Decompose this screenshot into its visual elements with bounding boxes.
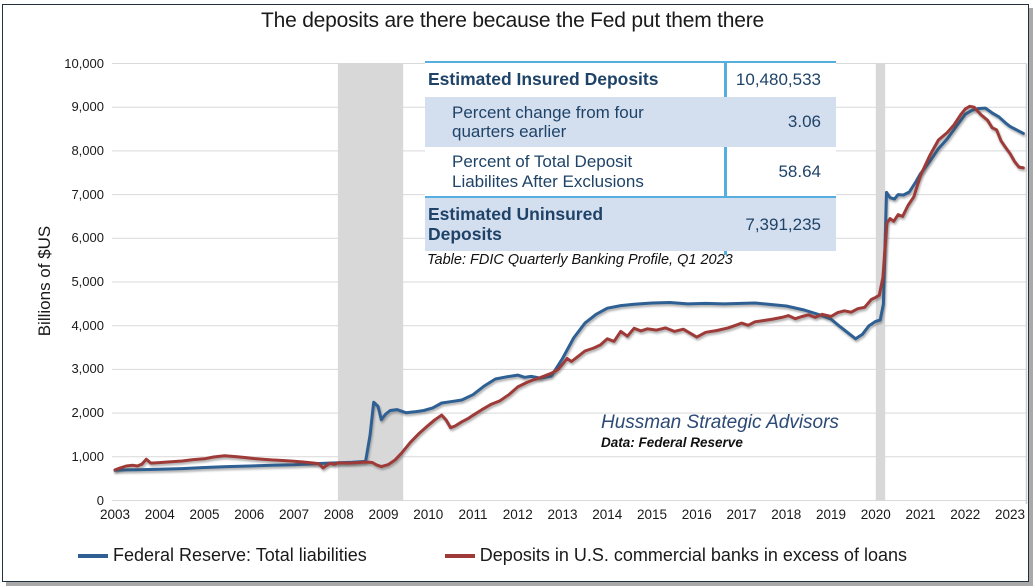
source-annotation: Hussman Strategic Advisors Data: Federal… [601,412,839,450]
x-tick-label: 2018 [771,507,802,522]
y-tick-label: 0 [96,492,104,508]
y-tick-label: 4,000 [71,317,104,333]
y-tick-label: 5,000 [71,274,104,289]
table-row: Estimated Insured Deposits 10,480,533 [425,63,836,97]
table-row-value: 3.06 [787,112,821,131]
table-row-label: Estimated Insured Deposits [428,69,659,90]
source-name: Hussman Strategic Advisors [601,412,839,433]
x-tick-label: 2006 [234,507,265,522]
x-tick-label: 2004 [144,507,175,522]
x-tick-label: 2021 [905,507,936,522]
table-column-divider [724,63,727,255]
y-tick-label: 10,000 [64,55,104,71]
table-caption: Table: FDIC Quarterly Banking Profile, Q… [427,252,733,268]
data-source: Data: Federal Reserve [601,435,743,450]
table-row-value: 58.64 [778,161,821,181]
x-tick-label: 2013 [547,507,578,522]
table-row-label: Estimated Uninsured Deposits [428,203,604,244]
x-tick-label: 2023 [994,507,1026,522]
x-tick-label: 2015 [636,507,668,522]
legend-label: Deposits in U.S. commercial banks in exc… [479,545,907,565]
x-tick-label: 2019 [815,507,847,522]
x-tick-label: 2016 [681,507,712,522]
x-tick-label: 2005 [189,507,220,522]
y-tick-label: 7,000 [71,186,104,202]
legend-line-blue-icon [78,553,108,558]
y-tick-label: 3,000 [71,361,104,377]
chart-title: The deposits are there because the Fed p… [260,9,765,32]
y-tick-label: 6,000 [71,230,104,246]
table-row-value: 10,480,533 [735,70,821,89]
y-tick-label: 8,000 [71,142,104,158]
fdic-deposits-table: Estimated Insured Deposits 10,480,533 Pe… [425,61,836,255]
legend-item-fed-liabilities: Federal Reserve: Total liabilities [78,545,367,566]
y-tick-label: 9,000 [71,99,104,115]
table-row: Estimated Uninsured Deposits 7,391,235 [425,196,836,251]
x-tick-label: 2003 [99,507,131,522]
table-row: Percent change from four quarters earlie… [425,97,836,147]
chart-legend: Federal Reserve: Total liabilities Depos… [78,545,907,566]
table-row-label: Percent of Total Deposit Liabilites Afte… [452,152,644,191]
x-tick-label: 2009 [368,507,399,522]
x-tick-label: 2020 [860,507,891,522]
x-tick-label: 2017 [726,507,757,522]
x-tick-label: 2014 [592,507,623,522]
x-tick-label: 2012 [502,507,533,522]
y-tick-label: 1,000 [71,448,104,464]
table-row: Percent of Total Deposit Liabilites Afte… [425,147,836,196]
x-tick-label: 2010 [413,507,444,522]
x-tick-label: 2008 [323,507,354,522]
legend-line-red-icon [444,553,475,558]
table-row-label: Percent change from four quarters earlie… [452,102,644,141]
x-tick-label: 2022 [950,507,981,522]
table-row-value: 7,391,235 [745,214,821,234]
x-tick-label: 2007 [278,507,310,522]
legend-item-deposits-excess-loans: Deposits in U.S. commercial banks in exc… [444,545,907,566]
x-tick-label: 2011 [458,507,488,522]
legend-label: Federal Reserve: Total liabilities [113,545,367,565]
y-tick-label: 2,000 [71,405,104,421]
